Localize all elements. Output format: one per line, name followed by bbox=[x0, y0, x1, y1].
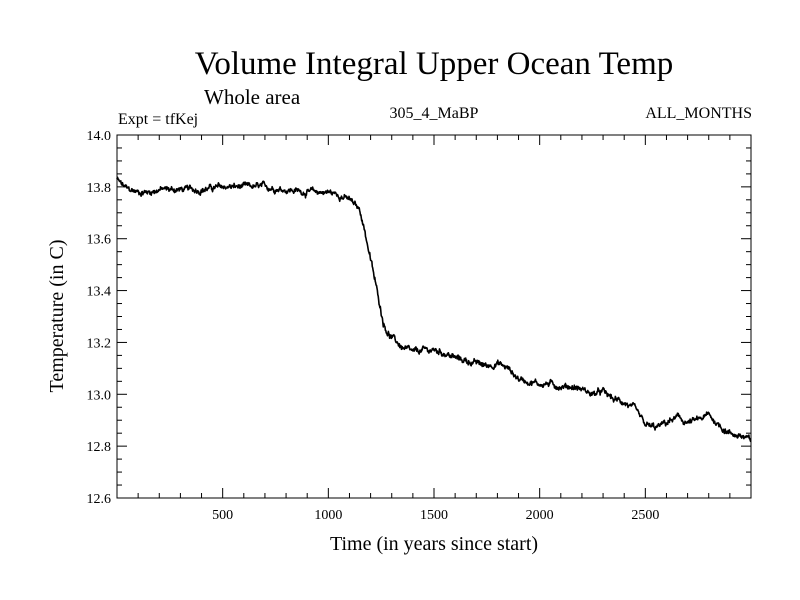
chart-subtitle: Whole area bbox=[204, 85, 301, 109]
header-left: Expt = tfKej bbox=[118, 111, 198, 128]
chart-title: Volume Integral Upper Ocean Temp bbox=[195, 46, 673, 82]
header-right: ALL_MONTHS bbox=[645, 105, 752, 122]
axis-ticks bbox=[117, 134, 751, 499]
x-tick-label: 2000 bbox=[526, 508, 554, 523]
y-tick-label: 13.0 bbox=[87, 388, 112, 403]
x-tick-label: 1500 bbox=[420, 508, 448, 523]
x-tick-label: 1000 bbox=[314, 508, 342, 523]
y-tick-label: 13.8 bbox=[87, 181, 112, 196]
y-tick-label: 13.4 bbox=[87, 285, 112, 300]
tick-labels: 500 1000 1500 2000 2500 12.6 12.8 13.0 13.2 13.4 1… bbox=[87, 129, 660, 523]
series-layer bbox=[116, 176, 752, 443]
x-tick-label: 2500 bbox=[631, 508, 659, 523]
y-tick-label: 14.0 bbox=[87, 129, 112, 144]
series-line bbox=[116, 176, 752, 443]
y-axis-label: Temperature (in C) bbox=[46, 240, 68, 393]
x-axis-label: Time (in years since start) bbox=[330, 533, 538, 555]
y-tick-label: 12.6 bbox=[87, 492, 112, 507]
plot-frame bbox=[116, 134, 752, 499]
y-tick-label: 13.6 bbox=[87, 233, 112, 248]
header-center: 305_4_MaBP bbox=[390, 105, 479, 122]
y-tick-label: 12.8 bbox=[87, 440, 112, 455]
y-tick-label: 13.2 bbox=[87, 336, 112, 351]
x-tick-label: 500 bbox=[212, 508, 233, 523]
